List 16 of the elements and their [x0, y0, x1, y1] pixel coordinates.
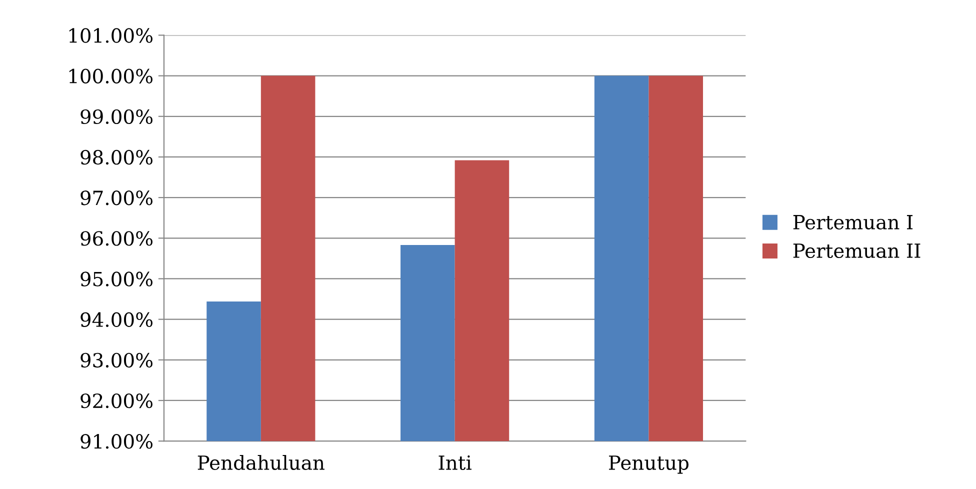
y-tick-label: 101.00% — [69, 28, 152, 43]
y-tick-label: 91.00% — [80, 434, 152, 449]
legend-label: Pertemuan I — [793, 215, 913, 230]
y-tick-label: 95.00% — [80, 272, 152, 286]
x-tick-label: Penutup — [609, 456, 689, 474]
y-tick-label: 98.00% — [80, 150, 152, 165]
x-tick-label: Pendahuluan — [198, 454, 324, 470]
y-tick-label: 93.00% — [80, 352, 152, 368]
y-tick-label: 100.00% — [69, 68, 152, 84]
y-tick-label: 97.00% — [80, 190, 152, 206]
x-tick-label: Inti — [438, 455, 472, 470]
y-tick-label: 94.00% — [80, 312, 152, 327]
legend-label: Pertemuan II — [793, 244, 920, 258]
y-tick-label: 92.00% — [80, 393, 152, 408]
y-tick-label: 99.00% — [80, 109, 152, 124]
y-tick-label: 96.00% — [80, 231, 152, 246]
